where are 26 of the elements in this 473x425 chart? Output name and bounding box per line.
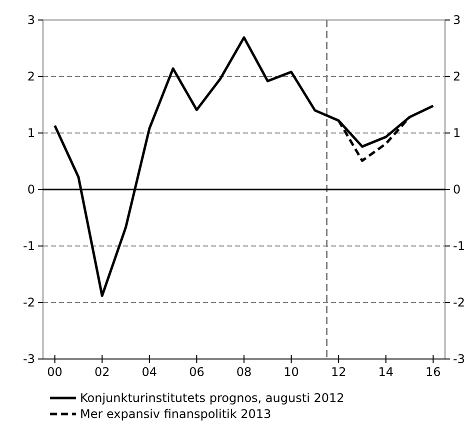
y2-tick-label: 3 bbox=[453, 13, 461, 28]
y2-tick-label: -3 bbox=[453, 352, 465, 366]
line-series bbox=[337, 116, 411, 162]
y2-tick-label: 0 bbox=[453, 182, 461, 197]
y2-tick-label: 1 bbox=[453, 126, 461, 140]
y-tick-label: -3 bbox=[23, 352, 35, 366]
y-tick-label: -2 bbox=[23, 296, 35, 310]
legend-label: Konjunkturinstitutets prognos, augusti 2012 bbox=[80, 391, 344, 406]
x-tick-label: 10 bbox=[284, 365, 299, 379]
y-tick-label: -1 bbox=[23, 239, 35, 254]
y2-tick-label: 2 bbox=[453, 70, 461, 84]
y-tick-label: 3 bbox=[27, 13, 35, 28]
x-tick-label: 08 bbox=[236, 365, 252, 379]
x-tick-label: 04 bbox=[142, 365, 158, 379]
x-tick-label: 02 bbox=[94, 365, 110, 379]
y-tick-label: 0 bbox=[27, 182, 35, 197]
y2-tick-label: -1 bbox=[453, 239, 465, 254]
legend-label: Mer expansiv finanspolitik 2013 bbox=[80, 407, 272, 422]
x-tick-label: 00 bbox=[47, 365, 62, 379]
y2-tick-label: -2 bbox=[453, 296, 465, 310]
x-tick-label: 06 bbox=[189, 365, 204, 379]
x-tick-label: 16 bbox=[426, 365, 441, 379]
x-tick-label: 12 bbox=[330, 365, 346, 379]
y-tick-label: 2 bbox=[27, 70, 35, 84]
x-tick-label: 14 bbox=[378, 365, 394, 379]
y-tick-label: 1 bbox=[27, 126, 35, 140]
